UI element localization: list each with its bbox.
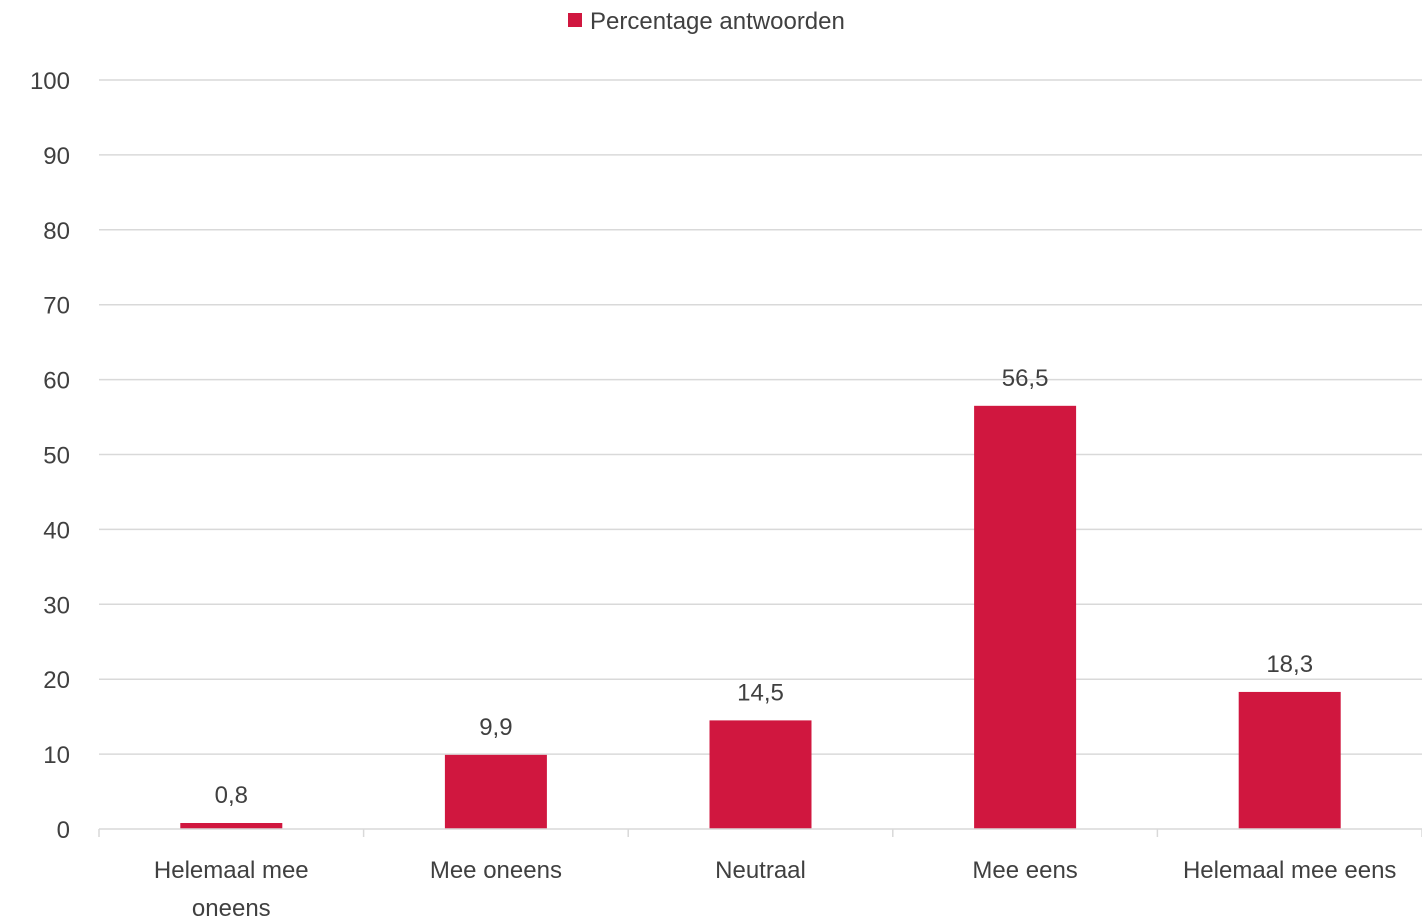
data-label: 18,3 — [1266, 651, 1313, 678]
y-tick-label: 20 — [43, 667, 70, 694]
y-tick-label: 90 — [43, 143, 70, 170]
legend-swatch — [568, 13, 582, 27]
y-tick-label: 80 — [43, 218, 70, 245]
x-tick-label: Neutraal — [715, 857, 806, 884]
x-tick-label: Mee oneens — [430, 857, 562, 884]
y-tick-label: 70 — [43, 293, 70, 320]
legend: Percentage antwoorden — [568, 8, 845, 35]
x-tick-label: Helemaal mee — [154, 857, 309, 884]
y-tick-label: 30 — [43, 592, 70, 619]
y-tick-label: 100 — [30, 68, 70, 95]
bar — [1238, 691, 1341, 829]
data-label: 9,9 — [479, 714, 512, 741]
bar — [180, 823, 283, 829]
gridlines — [99, 79, 1422, 755]
y-tick-label: 10 — [43, 742, 70, 769]
y-axis: 0 10 20 30 40 50 60 70 80 90 100 — [30, 68, 70, 844]
y-tick-label: 40 — [43, 517, 70, 544]
data-label: 14,5 — [737, 679, 784, 706]
y-tick-label: 50 — [43, 443, 70, 470]
x-tick-label: oneens — [192, 895, 271, 922]
x-tick-label: Mee eens — [972, 857, 1077, 884]
y-tick-label: 60 — [43, 368, 70, 395]
bar — [974, 405, 1077, 829]
bar — [444, 754, 547, 829]
bar — [709, 720, 812, 829]
data-label: 56,5 — [1002, 365, 1049, 392]
bars: 0,8 9,9 14,5 56,5 18,3 — [180, 365, 1341, 829]
x-axis: Helemaal mee oneens Mee oneens Neutraal Mee … — [98, 828, 1422, 922]
legend-label: Percentage antwoorden — [590, 8, 845, 35]
data-label: 0,8 — [215, 782, 248, 809]
x-tick-label: Helemaal mee eens — [1183, 857, 1396, 884]
y-tick-label: 0 — [57, 817, 70, 844]
